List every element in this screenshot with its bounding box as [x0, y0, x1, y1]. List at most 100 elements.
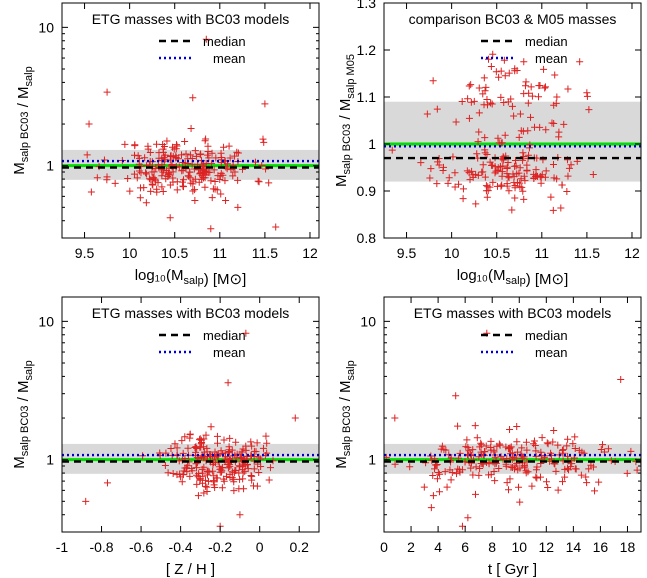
- data-point: [472, 200, 480, 208]
- data-point: [567, 161, 575, 169]
- data-point: [496, 441, 504, 449]
- data-point: [428, 456, 436, 464]
- y-tick-label: 1: [46, 452, 54, 468]
- chart-title: ETG masses with BC03 models: [92, 11, 290, 27]
- data-point: [163, 137, 171, 145]
- x-tick-label: 10: [444, 245, 460, 261]
- data-point: [203, 487, 211, 495]
- data-point: [564, 452, 572, 460]
- data-point: [233, 454, 241, 462]
- data-point: [252, 448, 260, 456]
- data-point: [564, 85, 572, 93]
- data-point: [204, 148, 212, 156]
- x-tick-label: 18: [620, 539, 636, 555]
- data-point: [491, 169, 499, 177]
- data-point: [194, 492, 202, 500]
- data-point: [263, 439, 271, 447]
- data-point: [541, 83, 549, 91]
- data-point: [167, 444, 175, 452]
- data-point: [551, 71, 559, 79]
- data-point: [247, 438, 255, 446]
- data-point: [133, 174, 141, 182]
- data-point: [475, 84, 483, 92]
- data-point: [498, 139, 506, 147]
- data-point: [459, 185, 467, 193]
- data-point: [148, 180, 156, 188]
- data-point: [103, 479, 111, 487]
- data-point: [533, 463, 541, 471]
- label-part: salp BC03: [341, 124, 353, 175]
- data-point: [506, 475, 514, 483]
- data-point: [473, 150, 481, 158]
- data-point: [202, 159, 210, 167]
- data-point: [505, 69, 513, 77]
- x-tick-label: -0.2: [208, 539, 232, 555]
- data-point: [186, 151, 194, 159]
- data-point: [560, 120, 568, 128]
- x-tick-label: 9.5: [75, 245, 95, 261]
- y-tick-label: 0.9: [357, 183, 377, 199]
- y-tick-label: 10: [38, 19, 54, 35]
- data-point: [233, 148, 241, 156]
- y-axis-label: Msalp BC03 / Msalp: [333, 360, 357, 468]
- x-tick-label: -0.4: [169, 539, 193, 555]
- data-point: [464, 95, 472, 103]
- data-point: [527, 83, 535, 91]
- data-point: [549, 206, 557, 214]
- data-point: [565, 466, 573, 474]
- x-tick-label: 4: [434, 539, 442, 555]
- data-point: [156, 449, 164, 457]
- data-point: [623, 469, 631, 477]
- data-point: [199, 166, 207, 174]
- data-point: [530, 174, 538, 182]
- x-tick-label: 0.2: [289, 539, 309, 555]
- data-point: [211, 459, 219, 467]
- x-tick-label: 10: [511, 539, 527, 555]
- data-point: [549, 438, 557, 446]
- data-point: [518, 444, 526, 452]
- data-point: [475, 128, 483, 136]
- data-point: [196, 436, 204, 444]
- data-point: [196, 443, 204, 451]
- data-point: [137, 169, 145, 177]
- data-point: [476, 443, 484, 451]
- x-tick-label: -1: [56, 539, 69, 555]
- data-point: [258, 162, 266, 170]
- data-point: [211, 484, 219, 492]
- data-point: [499, 153, 507, 161]
- chart-panel-4: 0 2 4 6 8 10 12 14 16 18 1 10 ETG masses with BC03 m…: [333, 296, 642, 578]
- data-point: [558, 446, 566, 454]
- label-part: t [ Gyr ]: [488, 561, 537, 578]
- data-point: [253, 439, 261, 447]
- data-point: [446, 466, 454, 474]
- label-part: salp M05: [345, 54, 357, 99]
- data-point: [272, 223, 280, 231]
- data-point: [158, 183, 166, 191]
- data-point: [501, 72, 509, 80]
- x-tick-label: 10.5: [161, 245, 188, 261]
- data-point: [434, 158, 442, 166]
- plot-area: [62, 35, 319, 233]
- data-point: [552, 99, 560, 107]
- data-point: [429, 77, 437, 85]
- data-point: [153, 185, 161, 193]
- data-point: [484, 187, 492, 195]
- y-axis-label: Msalp BC03 / Msalp: [11, 360, 35, 468]
- data-point: [391, 460, 399, 468]
- data-point: [226, 470, 234, 478]
- data-point: [541, 84, 549, 92]
- data-point: [501, 131, 509, 139]
- label-part: M: [11, 162, 28, 175]
- data-point: [481, 134, 489, 142]
- label-part: log₁₀(M: [135, 267, 184, 284]
- data-point: [464, 514, 472, 522]
- label-part: / M: [337, 99, 354, 124]
- data-point: [248, 472, 256, 480]
- data-point: [467, 81, 475, 89]
- data-point: [511, 194, 519, 202]
- data-point: [177, 151, 185, 159]
- data-point: [587, 461, 595, 469]
- data-point: [429, 492, 437, 500]
- data-point: [435, 488, 443, 496]
